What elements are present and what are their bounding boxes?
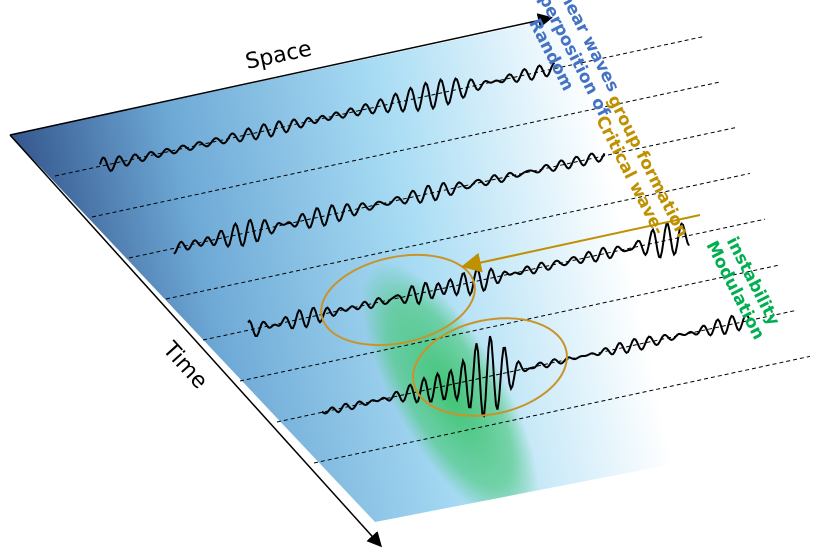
space-axis [9, 13, 553, 136]
arrow [461, 214, 701, 273]
dashed-line [54, 35, 706, 177]
dashed-line [313, 355, 811, 464]
space-label: Space [243, 36, 314, 74]
time-label: Time [157, 337, 212, 394]
wave-lines [54, 35, 811, 464]
wave [247, 222, 690, 337]
group-ellipse [320, 253, 476, 347]
dashed-line [276, 310, 796, 423]
wave [173, 152, 606, 255]
dashed-line [239, 264, 781, 382]
group-ellipse [412, 317, 568, 417]
instability-band [361, 262, 539, 522]
wave [99, 62, 556, 173]
dashed-line [91, 81, 721, 218]
time-axis [9, 134, 383, 548]
sheet [10, 0, 835, 522]
dashed-line [165, 172, 751, 300]
wave [321, 313, 751, 418]
